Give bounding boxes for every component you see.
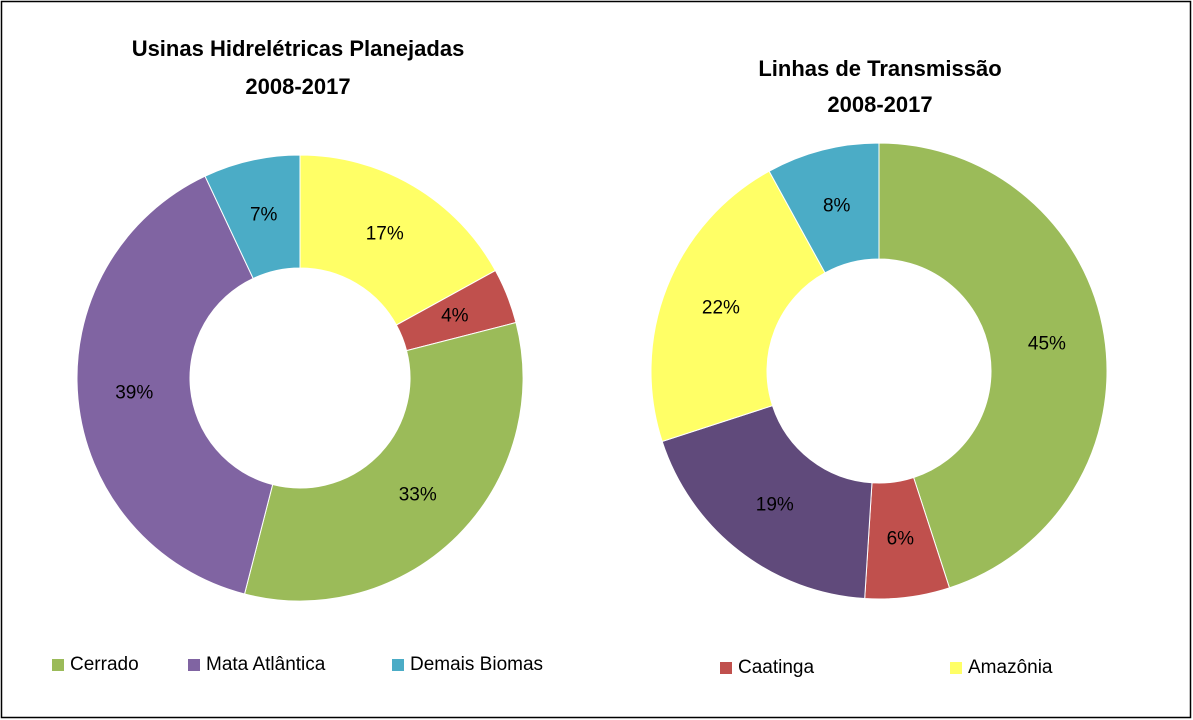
legend-swatch — [392, 659, 404, 671]
slice — [661, 404, 873, 600]
data-label: 8% — [823, 195, 851, 216]
data-label: 6% — [887, 529, 915, 550]
data-label: 19% — [756, 494, 794, 515]
data-label: 33% — [399, 485, 437, 506]
legend-label: Demais Biomas — [410, 654, 543, 675]
data-label: 39% — [115, 383, 153, 404]
slice — [768, 142, 880, 274]
legend-swatch — [188, 659, 200, 671]
data-label: 45% — [1028, 333, 1066, 354]
legend-swatch — [950, 662, 962, 674]
chart-title: Usinas Hidrelétricas Planejadas — [132, 36, 465, 61]
data-label: 4% — [441, 306, 469, 327]
chart-title: Linhas de Transmissão — [758, 56, 1001, 81]
legend-label: Cerrado — [70, 654, 139, 675]
slice — [878, 142, 1108, 589]
slice — [243, 321, 524, 602]
legend-label: Mata Atlântica — [206, 654, 326, 675]
chart-title: 2008-2017 — [245, 74, 350, 99]
data-label: 7% — [250, 205, 278, 226]
legend-label: Amazônia — [968, 657, 1053, 678]
slice — [299, 154, 497, 326]
data-label: 17% — [366, 224, 404, 245]
slice — [204, 154, 301, 280]
slice — [650, 170, 826, 443]
slice — [76, 175, 274, 595]
data-label: 22% — [702, 297, 740, 318]
chart-title: 2008-2017 — [827, 92, 932, 117]
legend-swatch — [52, 659, 64, 671]
legend-label: Caatinga — [738, 657, 814, 678]
legend-swatch — [720, 662, 732, 674]
